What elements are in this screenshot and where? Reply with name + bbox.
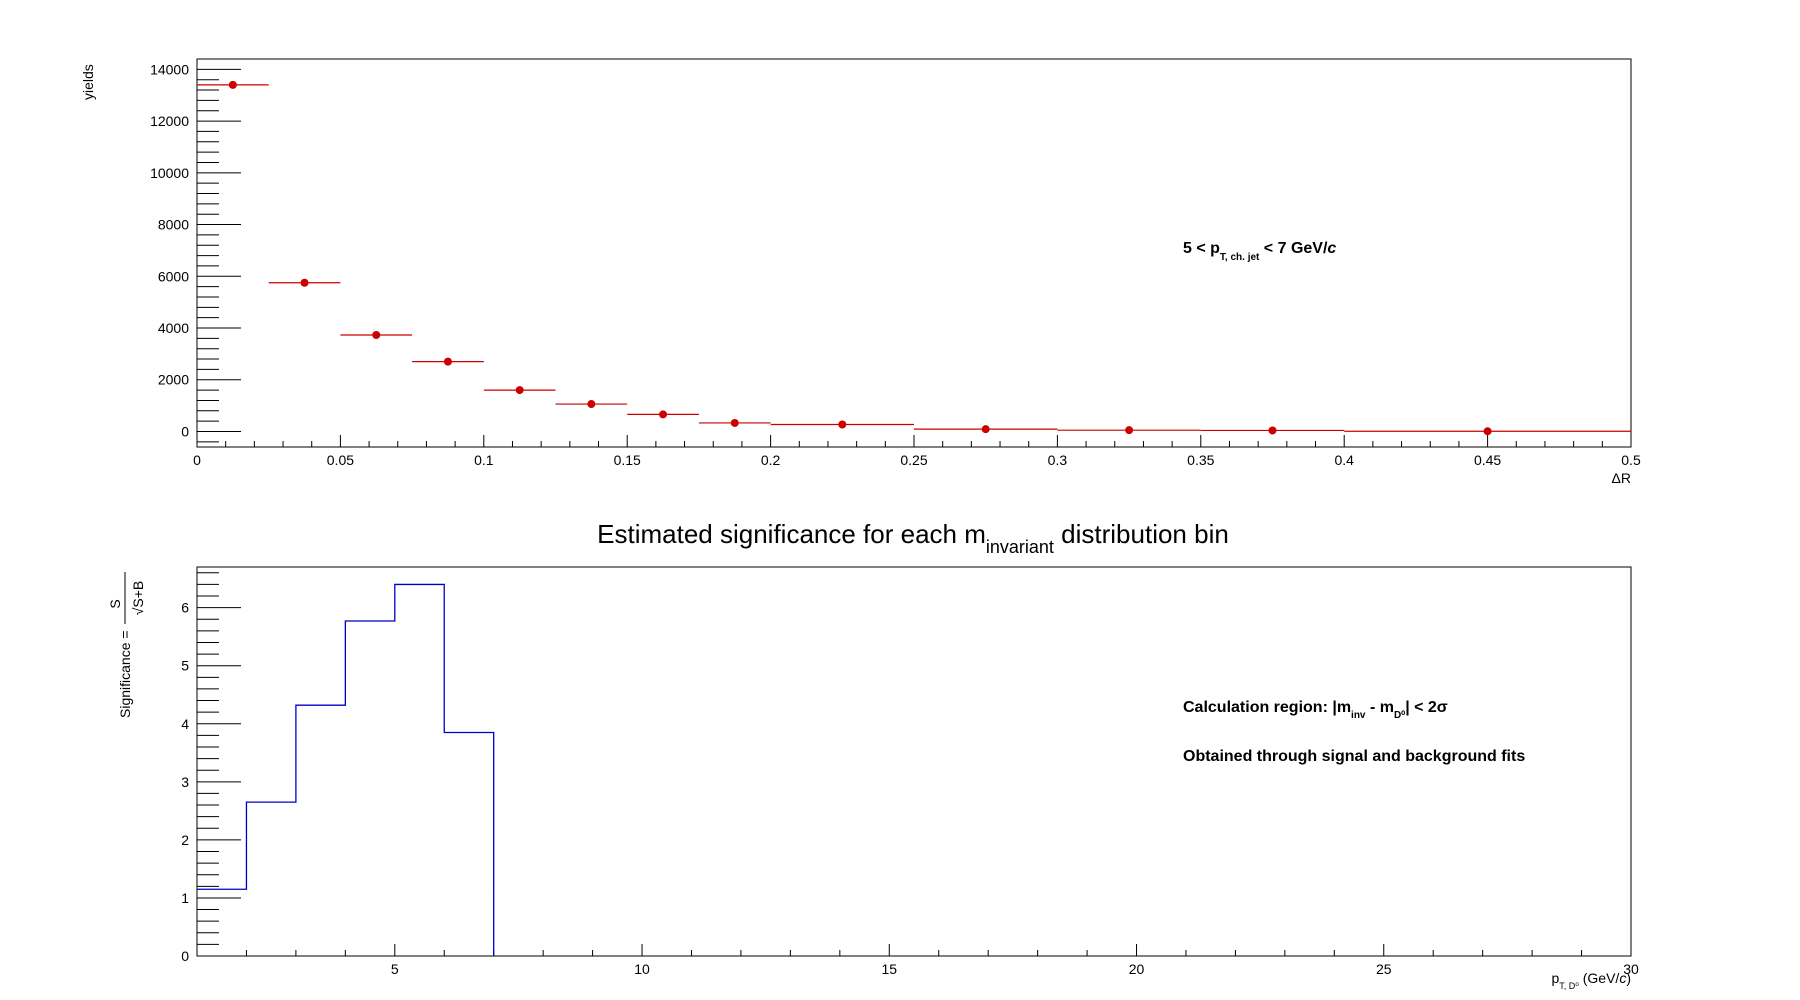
bottom-annotation-fits: Obtained through signal and background f… bbox=[1183, 748, 1525, 765]
significance-histogram-line bbox=[197, 583, 495, 956]
bottom-x-ticks: 5 10 15 20 25 30 bbox=[196, 944, 1639, 977]
top-y-tick-label: 8000 bbox=[158, 217, 189, 233]
bottom-y-label-denominator: √S+B bbox=[130, 581, 146, 616]
bottom-x-tick-label: 20 bbox=[1129, 961, 1145, 977]
bottom-y-label-prefix: Significance = bbox=[117, 630, 133, 718]
top-y-tick-label: 0 bbox=[181, 423, 189, 439]
top-y-tick-label: 12000 bbox=[150, 113, 189, 129]
top-data-point bbox=[228, 80, 237, 89]
top-x-tick-label: 0.45 bbox=[1474, 452, 1501, 468]
top-x-tick-label: 0.1 bbox=[474, 452, 494, 468]
top-y-tick-label: 14000 bbox=[150, 61, 189, 77]
bottom-panel: Estimated significance for each minvaria… bbox=[107, 519, 1639, 991]
bottom-title-pre: Estimated significance for each m bbox=[597, 519, 986, 549]
top-x-tick-label: 0.2 bbox=[761, 452, 781, 468]
top-data-point bbox=[659, 410, 668, 419]
bottom-x-tick-label: 15 bbox=[881, 961, 897, 977]
bottom-title-post: distribution bin bbox=[1054, 519, 1229, 549]
top-x-tick-label: 0.4 bbox=[1334, 452, 1354, 468]
top-panel: 0 0.05 0.1 0.15 0.2 0.25 0.3 0.35 0.4 0.45 0.5 0 20… bbox=[80, 58, 1641, 486]
bottom-x-tick-label: 25 bbox=[1376, 961, 1392, 977]
top-data-point bbox=[838, 420, 847, 429]
bottom-y-tick-label: 4 bbox=[181, 716, 189, 732]
bottom-y-tick-label: 0 bbox=[181, 948, 189, 964]
bottom-x-tick-label: 5 bbox=[391, 961, 399, 977]
bottom-y-tick-label: 5 bbox=[181, 658, 189, 674]
top-data-point bbox=[1483, 427, 1492, 436]
top-data-point bbox=[515, 386, 524, 395]
top-x-tick-label: 0.3 bbox=[1048, 452, 1068, 468]
bottom-x-tick-label: 30 bbox=[1623, 961, 1639, 977]
top-y-ticks: 0 2000 4000 6000 8000 10000 12000 14000 bbox=[150, 58, 241, 443]
bottom-x-label-pre: p bbox=[1551, 970, 1559, 986]
top-x-tick-label: 0.05 bbox=[327, 452, 354, 468]
bottom-plot-frame bbox=[196, 566, 1632, 957]
top-x-tick-label: 0.35 bbox=[1187, 452, 1214, 468]
bottom-y-ticks: 0 1 2 3 4 5 6 bbox=[181, 572, 241, 964]
top-annotation: 5 < pT, ch. jet < 7 GeV/c bbox=[1183, 240, 1336, 263]
top-data-point bbox=[300, 278, 309, 287]
bottom-annotation-pre: Calculation region: |m bbox=[1183, 699, 1351, 716]
top-data-point bbox=[372, 330, 381, 339]
bottom-y-tick-label: 2 bbox=[181, 832, 189, 848]
bottom-annotation-sub1: inv bbox=[1351, 710, 1366, 721]
bottom-annotation-post: | < 2σ bbox=[1405, 699, 1448, 716]
bottom-x-label-end: ) bbox=[1626, 970, 1631, 986]
bottom-y-axis-label: Significance = S √S+B bbox=[107, 572, 146, 718]
bottom-annotation-mid: - m bbox=[1366, 699, 1394, 716]
top-x-tick-label: 0.15 bbox=[614, 452, 641, 468]
top-data-points bbox=[197, 80, 1631, 436]
bottom-y-tick-label: 3 bbox=[181, 774, 189, 790]
bottom-histogram bbox=[197, 583, 495, 956]
top-annotation-italic: c bbox=[1327, 240, 1336, 257]
top-data-point bbox=[1125, 426, 1134, 435]
bottom-title: Estimated significance for each minvaria… bbox=[597, 519, 1229, 557]
top-data-point bbox=[981, 425, 990, 434]
bottom-y-tick-label: 6 bbox=[181, 600, 189, 616]
top-data-point bbox=[443, 357, 452, 366]
bottom-y-tick-label: 1 bbox=[181, 890, 189, 906]
top-x-tick-label: 0 bbox=[193, 452, 201, 468]
bottom-annotation-sub2: D⁰ bbox=[1394, 710, 1405, 721]
top-x-ticks: 0 0.05 0.1 0.15 0.2 0.25 0.3 0.35 0.4 0.45 0.5 bbox=[193, 435, 1641, 468]
bottom-y-label-numerator: S bbox=[107, 599, 123, 608]
top-y-axis-label: yields bbox=[80, 64, 96, 100]
top-y-tick-label: 2000 bbox=[158, 372, 189, 388]
top-y-tick-label: 6000 bbox=[158, 268, 189, 284]
top-annotation-pre: 5 < p bbox=[1183, 240, 1220, 257]
top-x-tick-label: 0.5 bbox=[1621, 452, 1641, 468]
top-x-tick-label: 0.25 bbox=[900, 452, 927, 468]
top-annotation-post: < 7 GeV/ bbox=[1259, 240, 1328, 257]
bottom-x-label-post: (GeV/ bbox=[1579, 970, 1620, 986]
top-plot-frame bbox=[196, 58, 1632, 448]
top-data-point bbox=[1268, 426, 1277, 435]
bottom-title-sub: invariant bbox=[986, 537, 1054, 557]
bottom-x-label-italic: c bbox=[1619, 970, 1626, 986]
top-x-axis-label: ΔR bbox=[1612, 470, 1631, 486]
bottom-x-tick-label: 10 bbox=[634, 961, 650, 977]
top-annotation-sub: T, ch. jet bbox=[1220, 252, 1260, 263]
bottom-annotation-region: Calculation region: |minv - mD⁰| < 2σ bbox=[1183, 699, 1448, 721]
top-y-tick-label: 4000 bbox=[158, 320, 189, 336]
top-data-point bbox=[730, 418, 739, 427]
bottom-x-axis-label: pT, D⁰ (GeV/c) bbox=[1551, 970, 1631, 991]
top-data-point bbox=[587, 400, 596, 409]
bottom-x-label-sub: T, D⁰ bbox=[1559, 981, 1579, 991]
top-y-tick-label: 10000 bbox=[150, 165, 189, 181]
